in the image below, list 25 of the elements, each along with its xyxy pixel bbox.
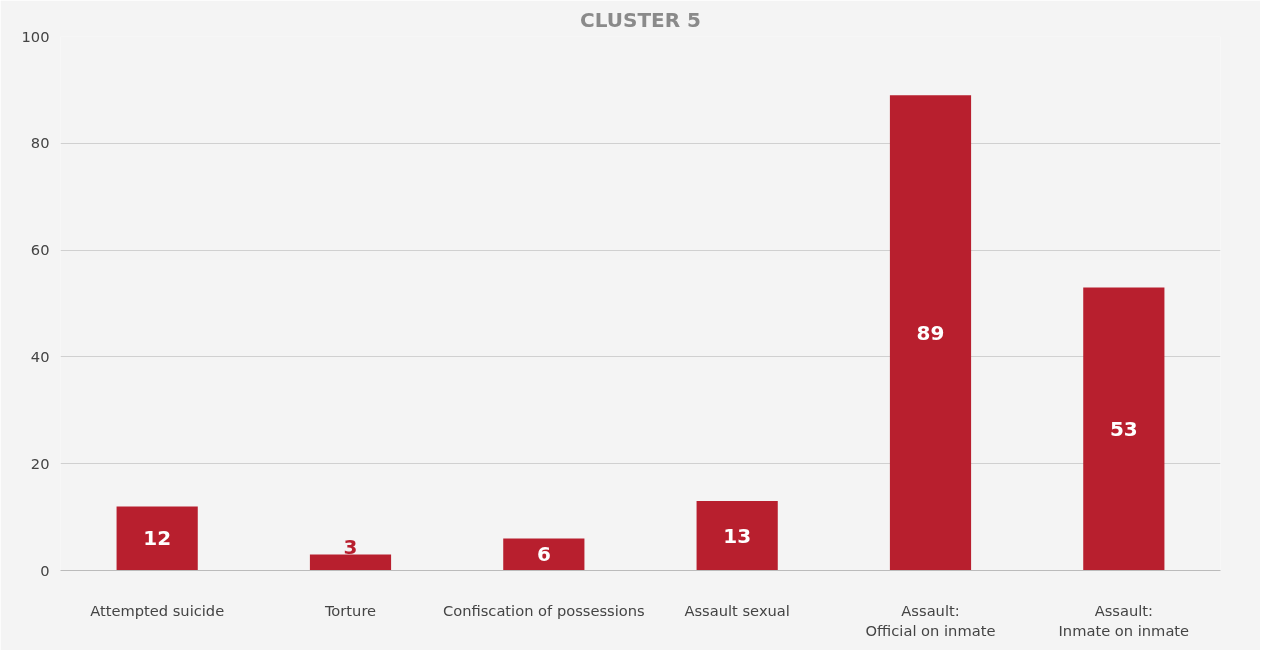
x-tick-label: Assault sexual (684, 601, 790, 619)
x-tick-label: Confiscation of possessions (442, 601, 645, 619)
y-tick-label: 60 (30, 241, 50, 259)
chart-title: CLUSTER 5 (580, 7, 701, 32)
data-label: 89 (916, 320, 945, 345)
bar (1083, 287, 1165, 571)
bar (696, 501, 778, 571)
x-tick-label: Torture (323, 601, 377, 619)
x-tick-label: Attempted suicide (90, 601, 225, 619)
data-label: 12 (143, 526, 172, 551)
bar (309, 554, 392, 571)
x-tick-label: Assault: Official on inmate (865, 601, 996, 639)
y-tick-label: 0 (40, 561, 50, 579)
y-tick-label: 100 (21, 27, 50, 45)
y-tick-label: 40 (30, 347, 50, 365)
data-label: 6 (536, 542, 551, 567)
data-label: 53 (1109, 416, 1138, 441)
y-tick-label: 80 (30, 134, 50, 152)
x-tick-label: Assault: Inmate on inmate (1058, 601, 1190, 639)
data-label: 3 (343, 535, 358, 560)
bar (116, 506, 198, 571)
bar (889, 95, 972, 571)
data-label: 13 (723, 523, 752, 548)
bar (503, 538, 585, 571)
y-tick-label: 20 (30, 454, 50, 472)
